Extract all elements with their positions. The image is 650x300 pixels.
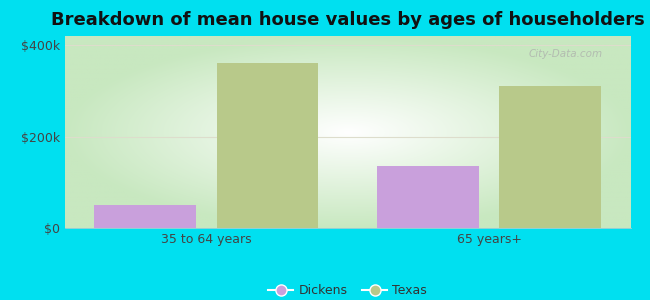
Bar [499, 86, 601, 228]
Text: City-Data.com: City-Data.com [528, 50, 603, 59]
Bar [216, 63, 318, 228]
Title: Breakdown of mean house values by ages of householders: Breakdown of mean house values by ages o… [51, 11, 645, 29]
Bar [94, 205, 196, 228]
Bar [377, 166, 479, 228]
Legend: Dickens, Texas: Dickens, Texas [263, 279, 432, 300]
